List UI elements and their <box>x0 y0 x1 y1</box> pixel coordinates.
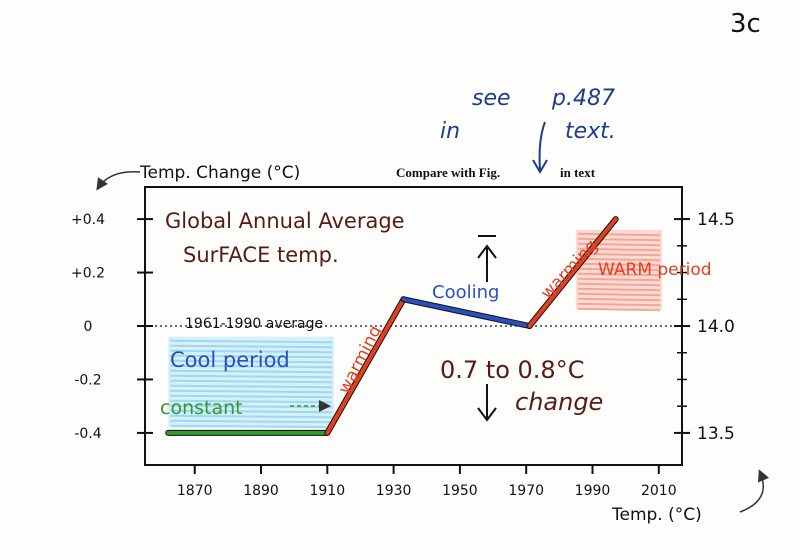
region-hatch <box>577 292 661 297</box>
y-left-tick-label: +0.4 <box>71 212 105 228</box>
down-arrow-head <box>477 407 497 422</box>
region-hatch <box>577 287 661 292</box>
region-hatch <box>577 277 661 282</box>
region-hatch <box>170 344 332 349</box>
region-warm <box>575 229 663 312</box>
region-hatch <box>577 242 661 247</box>
region-hatch <box>577 302 661 307</box>
note-see: see <box>472 86 511 111</box>
region-hatch <box>170 359 332 364</box>
region-hatch <box>170 354 332 359</box>
region-hatch <box>577 297 661 302</box>
up-arrow-head <box>477 244 497 259</box>
y-right-tick-label: 14.5 <box>697 210 735 230</box>
y-left-tick-label: -0.2 <box>74 372 101 388</box>
x-tick-label-1990: 1990 <box>575 483 611 499</box>
y-left-axis-title: Temp. Change (°C) <box>139 163 300 183</box>
y-right-tick-label: 13.5 <box>697 424 735 444</box>
segment-warming-3 <box>527 217 618 328</box>
region-hatch <box>170 409 332 414</box>
region-hatch <box>577 267 661 272</box>
region-hatch <box>170 339 332 344</box>
cooling-label: Cooling <box>432 282 499 303</box>
y-left-axis-arrow <box>96 171 141 191</box>
region-hatch <box>170 389 332 394</box>
x-tick-label-2010: 2010 <box>641 483 677 499</box>
x-tick-label-1950: 1950 <box>442 483 478 499</box>
y-right-tick-label: 14.0 <box>697 317 735 337</box>
region-hatch <box>577 232 661 237</box>
region-hatch <box>577 262 661 267</box>
region-hatch <box>170 349 332 354</box>
caption-part1: Compare with Fig. <box>396 165 500 180</box>
warming-label-1: warming <box>335 322 386 397</box>
region-hatch <box>577 257 661 262</box>
region-hatch <box>170 404 332 409</box>
y-left-tick-label: -0.4 <box>74 426 101 442</box>
x-tick-label-1970: 1970 <box>508 483 544 499</box>
region-hatch <box>170 394 332 399</box>
caption-part2: in text <box>560 165 596 180</box>
region-hatch <box>577 282 661 287</box>
segments-layer <box>165 216 619 436</box>
y-right-axis-arrow <box>739 469 770 513</box>
x-tick-label-1890: 1890 <box>243 483 279 499</box>
region-hatch <box>577 307 661 312</box>
region-hatch <box>577 252 661 257</box>
warm-period-label: WARM period <box>598 260 712 280</box>
cool-period-label: Cool period <box>170 348 290 372</box>
y-left-tick-label: +0.2 <box>71 266 105 282</box>
chart-title: Global Annual Average <box>165 209 405 233</box>
region-hatch <box>170 419 332 424</box>
x-tick-label-1870: 1870 <box>177 483 213 499</box>
ticks-layer: 1870 1890 1910 1930 1950 1970 1990 2010 +0.4 +0.2… <box>71 210 735 499</box>
segment-cooling-2 <box>401 297 532 328</box>
x-tick-label-1930: 1930 <box>376 483 412 499</box>
note-arrow-line <box>538 121 546 171</box>
note-arrow-head <box>532 159 548 174</box>
regions-layer <box>168 229 663 429</box>
region-hatch <box>170 424 332 429</box>
y-right-axis-title: Temp. (°C) <box>611 505 702 525</box>
note-text: text. <box>565 119 616 144</box>
page-label: 3c <box>730 9 761 39</box>
note-page-ref: p.487 <box>551 86 615 111</box>
region-hatch <box>170 379 332 384</box>
region-hatch <box>170 414 332 419</box>
region-hatch <box>577 237 661 242</box>
reference-line-label: 1961-1990 average <box>185 316 323 332</box>
note-in: in <box>440 119 460 144</box>
region-hatch <box>577 272 661 277</box>
region-hatch <box>170 384 332 389</box>
x-tick-label-1910: 1910 <box>309 483 345 499</box>
region-hatch <box>170 374 332 379</box>
segment-warming-1 <box>325 297 406 435</box>
chart-subtitle: SurFACE temp. <box>183 243 339 267</box>
region-cool <box>168 336 334 429</box>
y-left-tick-label: 0 <box>84 319 93 335</box>
region-hatch <box>170 364 332 369</box>
change-amount-label: 0.7 to 0.8°C <box>440 356 584 384</box>
region-hatch <box>170 399 332 404</box>
change-word-label: change <box>515 388 603 416</box>
region-hatch <box>170 369 332 374</box>
constant-label: constant <box>160 397 243 419</box>
